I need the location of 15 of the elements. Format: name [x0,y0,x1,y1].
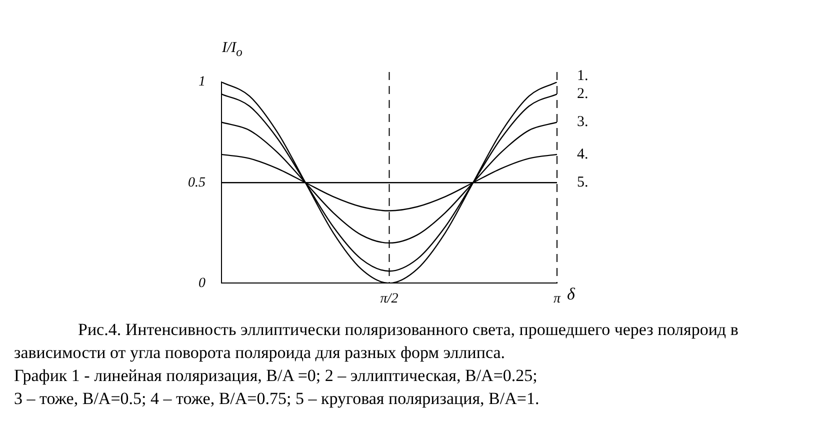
x-axis-title: δ [567,284,576,304]
y-tick-label: 1 [198,74,206,90]
series-label: 4. [577,146,588,162]
y-tick-label: 0.5 [188,175,206,190]
x-tick-label: π [553,291,562,306]
text: 3 – тоже, B/A=0.5; 4 – тоже, B/A=0.75; 5 – круговая поляризация, B/A=1. [14,388,540,410]
series-label: 5. [577,174,588,191]
text: График 1 - линейная поляризация, B/A =0; 2 – эллиптическая, B/A=0.25; [14,365,538,387]
x-tick-label: π/2 [380,291,398,306]
series-label: 2. [577,86,588,102]
series-label: 1. [577,68,588,84]
y-tick-label: 0 [198,276,206,291]
series-label: 3. [577,114,588,130]
y-axis-title: I/I$_{o}$ [222,40,242,60]
text: Рис.4. Интенсивность эллиптически поляризованного света, прошедшего через поляроид в зависимости от угла поворота поляроида для разных форм эллипса. [14,319,740,364]
